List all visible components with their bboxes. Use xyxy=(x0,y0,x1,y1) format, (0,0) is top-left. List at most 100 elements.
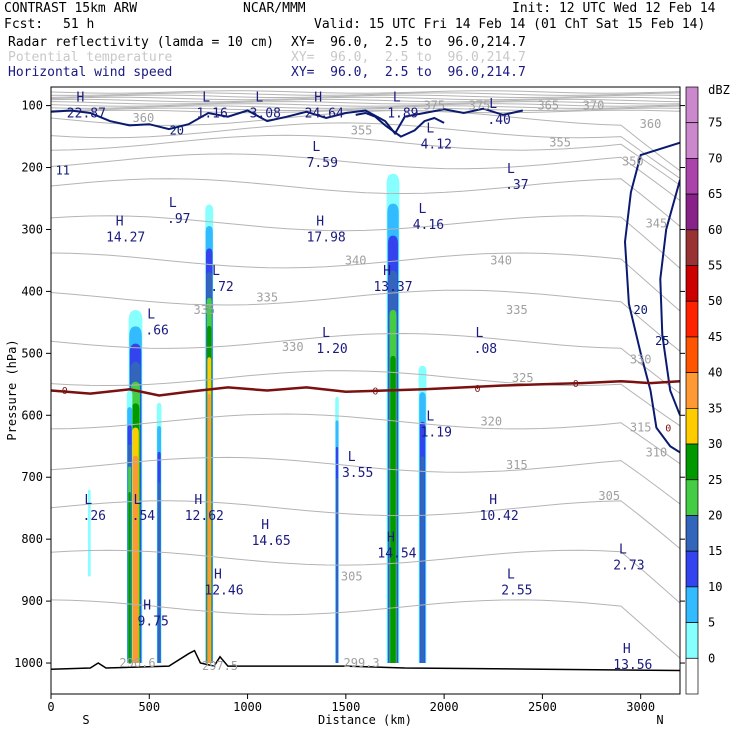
extremum-value-5: .40 xyxy=(487,113,510,128)
y-tick-label-1000: 1000 xyxy=(14,656,43,670)
theta-label-25: 297.5 xyxy=(202,659,238,673)
theta-contour-upper-4 xyxy=(51,98,680,103)
wind-label-0: 20 xyxy=(170,123,184,137)
x-axis-south-label: S xyxy=(82,713,89,727)
extremum-kind-9: L xyxy=(169,196,177,211)
theta-contour-4 xyxy=(51,178,680,227)
extremum-kind-28: L xyxy=(507,568,515,583)
theta-contour-2 xyxy=(51,134,680,186)
theta-label-4: 360 xyxy=(133,111,155,125)
colorbar-label-35: 35 xyxy=(708,401,722,415)
colorbar-box-6 xyxy=(685,443,699,481)
theta-label-10: 340 xyxy=(345,253,367,267)
init-time: Init: 12 UTC Wed 12 Feb 14 xyxy=(512,1,716,16)
x-tick-label-1500: 1500 xyxy=(331,700,360,714)
y-tick-label-100: 100 xyxy=(21,99,43,113)
theta-contour-14 xyxy=(51,599,680,659)
theta-contour-1 xyxy=(51,122,680,179)
extremum-value-30: 13.56 xyxy=(613,658,652,673)
colorbar-unit: dBZ xyxy=(708,83,730,97)
extremum-kind-20: L xyxy=(84,493,92,508)
theta-contour-upper-7 xyxy=(51,105,680,109)
colorbar-box-13 xyxy=(685,193,699,231)
theta-label-22: 305 xyxy=(598,489,620,503)
extremum-kind-29: H xyxy=(143,598,151,613)
field-xy-wind: XY= 96.0, 2.5 to 96.0,214.7 xyxy=(291,65,526,80)
extremum-kind-27: H xyxy=(214,568,222,583)
theta-contour-7 xyxy=(51,289,680,352)
field-name-theta: Potential temperature xyxy=(8,50,173,65)
terrain-layer xyxy=(51,649,680,672)
model-name: CONTRAST 15km ARW xyxy=(4,1,138,16)
extremum-kind-16: L xyxy=(322,326,330,341)
valid-time: Valid: 15 UTC Fri 14 Feb 14 (01 ChT Sat … xyxy=(314,17,706,32)
theta-label-2: 365 xyxy=(537,99,559,113)
theta-contour-3 xyxy=(51,153,680,201)
extremum-value-3: 24.64 xyxy=(305,107,344,122)
theta-label-8: 350 xyxy=(622,154,644,168)
extremum-kind-15: L xyxy=(147,307,155,322)
colorbar-box-5 xyxy=(685,479,699,516)
extremum-value-24: 10.42 xyxy=(480,509,519,524)
extremum-kind-12: L xyxy=(418,202,426,217)
colorbar-box-15 xyxy=(685,122,699,159)
extremum-kind-5: L xyxy=(489,97,497,112)
extremum-value-18: 1.19 xyxy=(421,426,452,441)
extremum-value-6: 4.12 xyxy=(421,138,452,153)
theta-label-13: 335 xyxy=(506,303,528,317)
theta-contour-12 xyxy=(51,500,680,549)
reflectivity-cell-0-40 xyxy=(132,455,139,664)
theta-label-5: 355 xyxy=(351,123,373,137)
colorbar-label-0: 0 xyxy=(708,651,715,665)
extremum-kind-0: H xyxy=(76,91,84,106)
extremum-value-10: 14.27 xyxy=(106,230,145,245)
theta-label-7: 355 xyxy=(549,136,571,150)
colorbar-label-40: 40 xyxy=(708,366,722,380)
colorbar-label-65: 65 xyxy=(708,187,722,201)
freezing-level-label-2: 0 xyxy=(475,384,481,395)
extremum-kind-4: L xyxy=(393,91,401,106)
extremum-kind-18: L xyxy=(426,410,434,425)
theta-label-15: 330 xyxy=(282,340,304,354)
extremum-kind-22: H xyxy=(194,493,202,508)
theta-label-24: 296.6 xyxy=(119,656,155,670)
field-name-reflectivity: Radar reflectivity (lamda = 10 cm) xyxy=(8,35,275,50)
x-tick-label-3000: 3000 xyxy=(626,700,655,714)
colorbar-box-0 xyxy=(685,657,699,695)
extremum-kind-10: H xyxy=(116,214,124,229)
colorbar-label-5: 5 xyxy=(708,616,715,630)
reflectivity-cell-2-20 xyxy=(157,482,161,664)
theta-label-18: 320 xyxy=(480,414,502,428)
theta-label-14: 335 xyxy=(193,303,215,317)
extremum-kind-3: H xyxy=(314,91,322,106)
forecast-label: Fcst: xyxy=(4,17,44,32)
extremum-kind-1: L xyxy=(202,91,210,106)
y-tick-label-800: 800 xyxy=(21,532,43,546)
theta-label-17: 325 xyxy=(512,371,534,385)
extremum-value-20: .26 xyxy=(83,509,106,524)
y-tick-label-300: 300 xyxy=(21,222,43,236)
y-tick-label-700: 700 xyxy=(21,470,43,484)
x-axis-title: Distance (km) xyxy=(318,713,412,727)
extremum-value-28: 2.55 xyxy=(501,584,532,599)
theta-label-12: 335 xyxy=(256,291,278,305)
extremum-value-17: .08 xyxy=(474,342,497,357)
extremum-kind-7: L xyxy=(312,140,320,155)
theta-contours xyxy=(51,90,680,659)
x-tick-label-2500: 2500 xyxy=(528,700,557,714)
extremum-value-14: 13.37 xyxy=(373,280,412,295)
plot-frame xyxy=(50,86,681,695)
extremum-value-4: 1.89 xyxy=(387,107,418,122)
wind-contour-0 xyxy=(51,107,524,136)
theta-label-20: 315 xyxy=(506,458,528,472)
x-axis-north-label: N xyxy=(656,713,663,727)
extremum-value-26: 2.73 xyxy=(613,559,644,574)
y-tick-label-600: 600 xyxy=(21,408,43,422)
colorbar: 0 5 10 15 20 25 30 35 40 45 50 55 60 65 70 75 xyxy=(685,86,722,695)
forecast-hour: 51 h xyxy=(63,17,95,32)
reflectivity-field xyxy=(87,173,427,664)
extremum-value-8: .37 xyxy=(505,178,528,193)
reflectivity-cell-1-30 xyxy=(128,491,131,664)
